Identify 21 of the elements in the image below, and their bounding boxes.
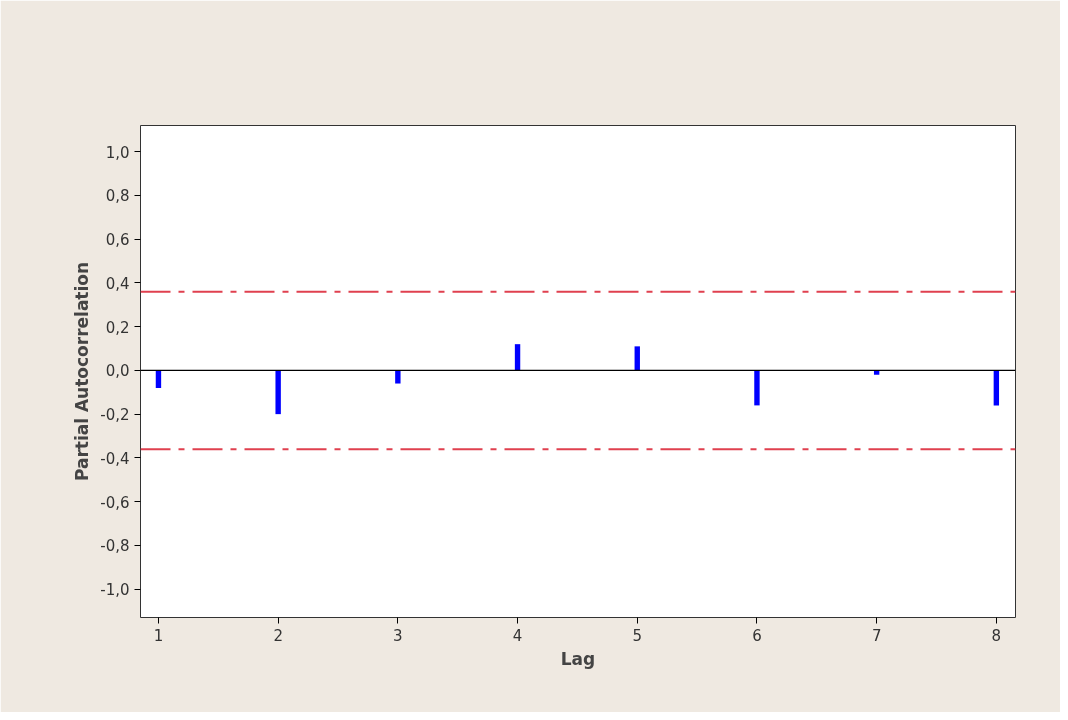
y-tick-label: 0,4 [105,274,130,293]
x-tick-label: 4 [512,626,523,645]
x-axis-title: Lag [560,648,596,669]
y-tick-label: -0,8 [100,537,130,556]
x-tick-label: 7 [871,626,882,645]
y-tick-label: -1,0 [100,581,130,600]
y-tick-label: -0,4 [100,449,130,468]
y-tick-label: 0,0 [105,362,130,381]
x-tick-label: 8 [991,626,1002,645]
y-tick-label: 0,2 [105,318,130,337]
y-axis-title: Partial Autocorrelation [72,261,93,482]
y-tick-label: 1,0 [105,143,130,162]
x-tick-label: 3 [393,626,403,645]
x-tick-label: 1 [153,626,164,645]
y-tick-label: 0,6 [105,231,130,250]
y-tick-label: -0,6 [100,493,130,512]
x-tick-label: 6 [752,626,762,645]
y-tick-label: -0,2 [100,406,130,425]
x-tick-label: 2 [273,626,283,645]
y-tick-label: 0,8 [105,187,130,206]
x-tick-label: 5 [632,626,643,645]
